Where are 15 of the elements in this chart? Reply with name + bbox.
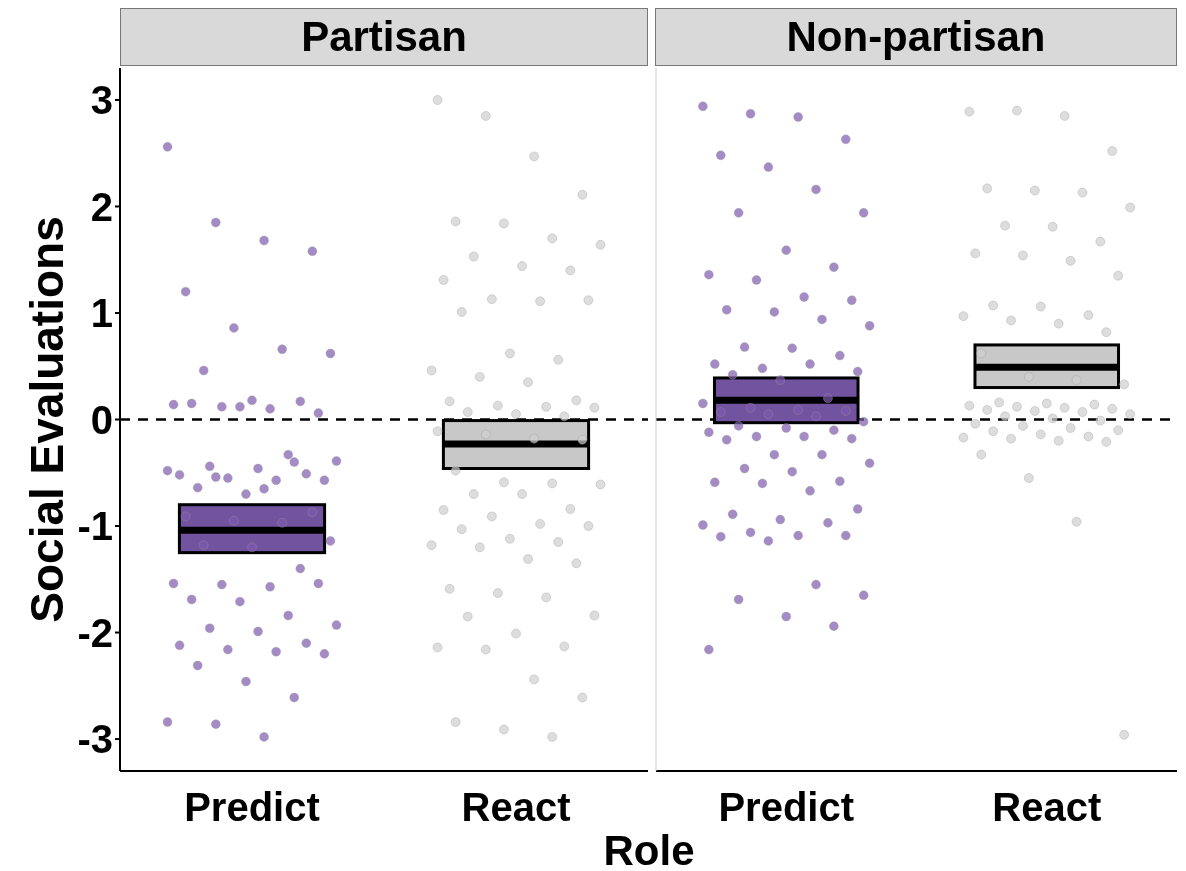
chart-title: Partisan — [120, 8, 648, 66]
y-tick-label: -1 — [77, 504, 113, 549]
x-axis-title: Role — [603, 827, 695, 871]
y-tick-label: -2 — [77, 610, 113, 655]
x-tick-label: React — [992, 785, 1102, 830]
y-tick-label: 3 — [90, 78, 113, 123]
chart-title: Non-partisan — [655, 8, 1177, 66]
y-axis-title: Social Evaluations — [21, 216, 74, 623]
y-tick-label: 0 — [90, 397, 113, 442]
x-tick-label: Predict — [718, 785, 855, 830]
y-tick-label: -3 — [77, 717, 113, 762]
x-tick-label: React — [461, 785, 571, 830]
y-tick-label: 1 — [90, 291, 113, 336]
y-tick-label: 2 — [90, 184, 113, 229]
x-tick-label: Predict — [184, 785, 320, 830]
